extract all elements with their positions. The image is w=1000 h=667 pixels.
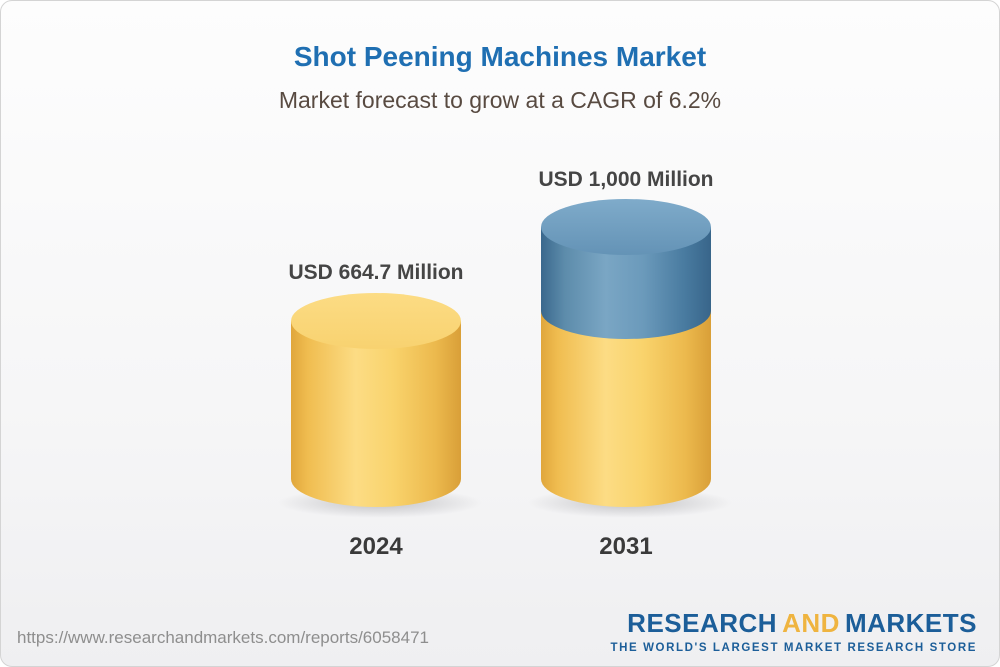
bar-2031-cylinder: [527, 199, 733, 518]
logo-tagline: THE WORLD'S LARGEST MARKET RESEARCH STOR…: [610, 642, 977, 654]
value-label-2031: USD 1,000 Million: [538, 168, 714, 191]
logo-wordmark: RESEARCH AND MARKETS: [611, 608, 978, 639]
value-label-2024: USD 664.7 Million: [288, 261, 464, 284]
footer: https://www.researchandmarkets.com/repor…: [1, 588, 999, 666]
research-and-markets-logo: RESEARCH AND MARKETS THE WORLD'S LARGEST M…: [611, 608, 978, 654]
chart-subtitle: Market forecast to grow at a CAGR of 6.2…: [278, 87, 722, 113]
report-url: https://www.researchandmarkets.com/repor…: [17, 628, 429, 647]
chart-title: Shot Peening Machines Market: [293, 41, 707, 72]
bar-2024-body: [291, 321, 461, 507]
logo-word-and: AND: [782, 608, 840, 638]
bar-2031-top-ellipse: [541, 199, 711, 255]
axis-label-2031: 2031: [599, 533, 653, 560]
bar-2024-cylinder: [277, 293, 483, 518]
logo-word-research: RESEARCH: [627, 608, 778, 638]
bar-2024-top-ellipse: [291, 293, 461, 349]
logo-word-markets: MARKETS: [844, 608, 977, 638]
axis-label-2024: 2024: [349, 533, 403, 560]
